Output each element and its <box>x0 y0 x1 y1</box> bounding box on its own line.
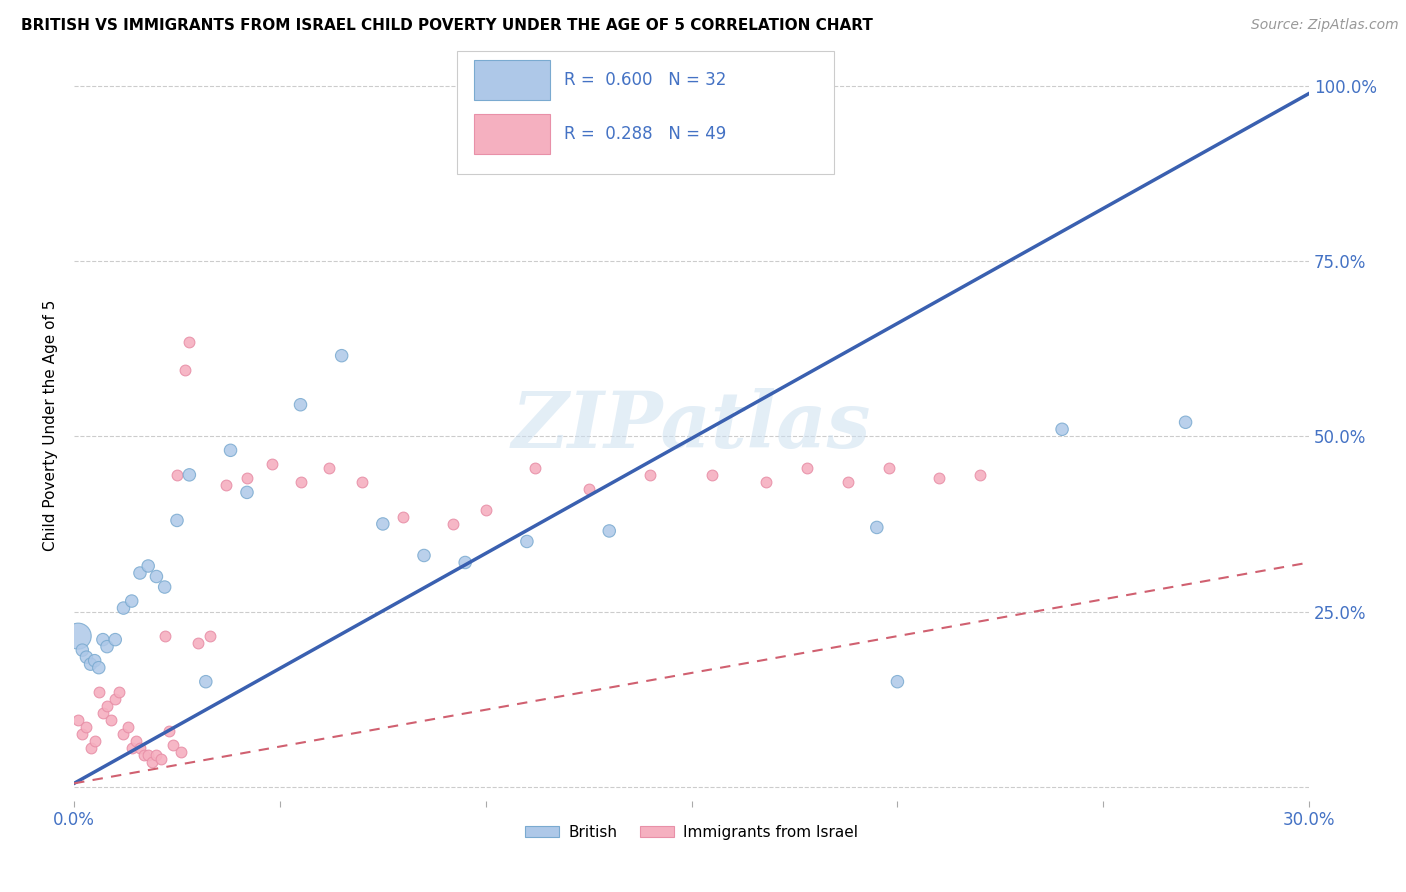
Point <box>104 632 127 647</box>
FancyBboxPatch shape <box>474 113 550 154</box>
Point <box>79 657 101 672</box>
Point <box>67 713 90 727</box>
Point <box>371 516 394 531</box>
Point <box>290 398 312 412</box>
Point <box>392 510 415 524</box>
Point <box>413 549 436 563</box>
Point <box>121 741 143 756</box>
Point <box>91 706 114 721</box>
Point <box>877 460 900 475</box>
Point <box>125 734 148 748</box>
Point <box>187 636 209 650</box>
Point <box>194 674 217 689</box>
Point <box>87 661 110 675</box>
Point <box>83 654 105 668</box>
Point <box>441 516 464 531</box>
Point <box>136 748 159 763</box>
Point <box>149 752 172 766</box>
Point <box>141 756 163 770</box>
Point <box>75 650 97 665</box>
Point <box>174 362 197 376</box>
Point <box>330 349 353 363</box>
Point <box>454 556 477 570</box>
Text: ZIPatlas: ZIPatlas <box>512 387 872 464</box>
FancyBboxPatch shape <box>474 60 550 100</box>
Point <box>145 748 167 763</box>
Point <box>1050 422 1073 436</box>
Point <box>352 475 374 489</box>
Point <box>215 478 238 492</box>
Point <box>516 534 538 549</box>
Point <box>87 685 110 699</box>
Point <box>145 569 167 583</box>
Point <box>67 629 90 643</box>
Text: Source: ZipAtlas.com: Source: ZipAtlas.com <box>1251 18 1399 32</box>
Point <box>83 734 105 748</box>
Point <box>179 467 201 482</box>
Point <box>129 741 152 756</box>
Point <box>198 629 221 643</box>
Point <box>104 692 127 706</box>
Point <box>578 482 600 496</box>
Point <box>166 513 188 527</box>
Point <box>79 741 101 756</box>
Point <box>100 713 122 727</box>
Point <box>755 475 778 489</box>
Point <box>796 460 818 475</box>
Point <box>75 720 97 734</box>
Point <box>91 632 114 647</box>
Point <box>72 727 94 741</box>
Text: R =  0.288   N = 49: R = 0.288 N = 49 <box>564 125 727 143</box>
Point <box>928 471 950 485</box>
Point <box>236 485 259 500</box>
Point <box>598 524 620 538</box>
Point <box>170 745 193 759</box>
FancyBboxPatch shape <box>457 51 834 175</box>
Point <box>153 580 176 594</box>
Point <box>524 460 547 475</box>
Point <box>166 467 188 482</box>
Point <box>837 475 859 489</box>
Point <box>783 78 806 93</box>
Point <box>72 643 94 657</box>
Point <box>290 475 312 489</box>
Point <box>129 566 152 580</box>
Point <box>112 601 135 615</box>
Point <box>886 674 908 689</box>
Point <box>236 471 259 485</box>
Point <box>121 594 143 608</box>
Point <box>96 699 118 714</box>
Point <box>108 685 131 699</box>
Point <box>179 334 201 349</box>
Point <box>702 467 724 482</box>
Point <box>136 559 159 574</box>
Point <box>157 723 180 738</box>
Y-axis label: Child Poverty Under the Age of 5: Child Poverty Under the Age of 5 <box>44 300 58 551</box>
Point <box>866 520 889 534</box>
Point <box>96 640 118 654</box>
Point <box>153 629 176 643</box>
Text: R =  0.600   N = 32: R = 0.600 N = 32 <box>564 71 727 89</box>
Point <box>162 738 184 752</box>
Point <box>640 467 662 482</box>
Point <box>1174 415 1197 429</box>
Point <box>117 720 139 734</box>
Point <box>132 748 155 763</box>
Text: BRITISH VS IMMIGRANTS FROM ISRAEL CHILD POVERTY UNDER THE AGE OF 5 CORRELATION C: BRITISH VS IMMIGRANTS FROM ISRAEL CHILD … <box>21 18 873 33</box>
Legend: British, Immigrants from Israel: British, Immigrants from Israel <box>519 819 863 846</box>
Point <box>219 443 242 458</box>
Point <box>474 503 496 517</box>
Point <box>112 727 135 741</box>
Point <box>260 458 283 472</box>
Point <box>318 460 340 475</box>
Point <box>969 467 991 482</box>
